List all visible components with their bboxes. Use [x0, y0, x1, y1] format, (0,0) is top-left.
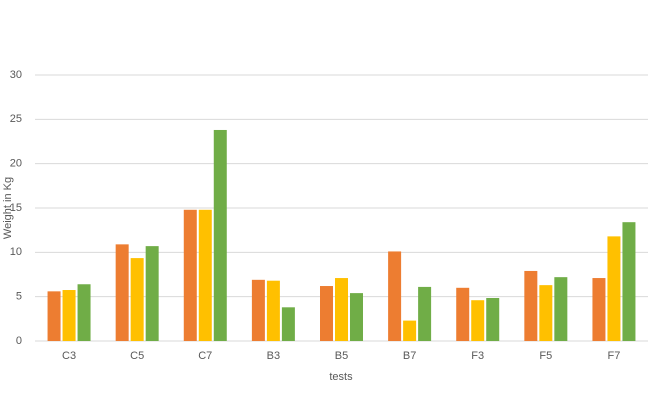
x-tick-label: F3 [471, 350, 484, 362]
bar [62, 290, 76, 341]
bar [213, 129, 227, 341]
bar [198, 209, 212, 341]
bar [130, 258, 144, 341]
bar [335, 278, 348, 341]
x-tick-label: B3 [267, 350, 280, 362]
y-tick-label: 30 [10, 69, 22, 81]
x-tick-label: B7 [403, 350, 416, 362]
bar [403, 320, 417, 341]
bar [592, 278, 606, 341]
y-tick-label: 20 [10, 158, 22, 170]
bar [320, 286, 333, 341]
y-tick-label: 0 [16, 335, 22, 347]
x-tick-label: B5 [335, 350, 348, 362]
x-tick-label: C3 [62, 350, 76, 362]
bar [266, 280, 280, 341]
y-tick-label: 15 [10, 202, 22, 214]
x-tick-label: F7 [608, 350, 621, 362]
bar [622, 222, 636, 341]
y-tick-label: 10 [10, 246, 22, 258]
bar [251, 279, 265, 341]
bar [47, 291, 61, 341]
bar [554, 277, 568, 341]
x-tick-label: C5 [130, 350, 144, 362]
bar [607, 236, 621, 341]
x-axis-title: tests [329, 371, 353, 383]
bar [145, 246, 159, 341]
bar [350, 293, 363, 341]
bar [281, 307, 295, 341]
bar [539, 285, 553, 341]
bar [524, 270, 538, 341]
bar [183, 209, 197, 341]
x-tick-label: F5 [539, 350, 552, 362]
x-tick-label: C7 [198, 350, 212, 362]
bar [486, 297, 500, 341]
y-tick-label: 25 [10, 113, 22, 125]
bar [456, 287, 470, 341]
bar [418, 286, 432, 341]
y-axis-title: Weight in Kg [2, 177, 14, 239]
bar [471, 300, 485, 341]
bar [388, 251, 402, 341]
y-tick-label: 5 [16, 291, 22, 303]
bar [77, 284, 91, 341]
bar [115, 244, 129, 341]
